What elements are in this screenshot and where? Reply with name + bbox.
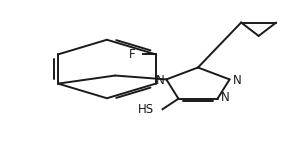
Text: N: N [232, 74, 241, 87]
Text: HS: HS [138, 103, 154, 116]
Text: F: F [129, 48, 136, 61]
Text: N: N [221, 92, 229, 104]
Text: N: N [156, 74, 165, 87]
